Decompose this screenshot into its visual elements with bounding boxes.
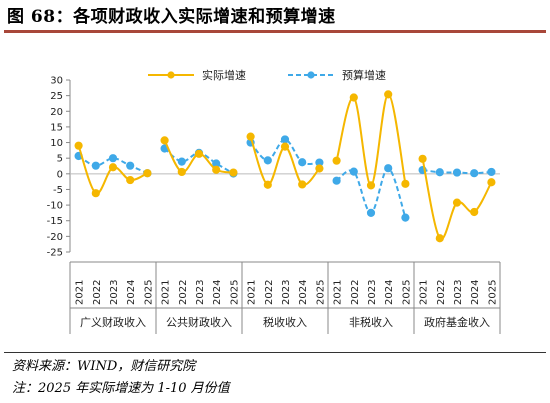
x-tick-label: 2025 — [315, 280, 326, 305]
y-tick-label: -25 — [47, 248, 63, 259]
data-point-actual — [212, 165, 221, 174]
y-tick-label: 15 — [50, 122, 63, 133]
data-point-budget — [384, 164, 393, 173]
data-point-actual — [91, 189, 100, 198]
data-point-actual — [401, 179, 410, 188]
x-tick-label: 2022 — [264, 280, 275, 305]
data-point-budget — [470, 169, 479, 178]
data-point-actual — [435, 234, 444, 243]
data-point-budget — [126, 161, 135, 170]
x-tick-label: 2023 — [109, 280, 120, 305]
data-point-budget — [91, 161, 100, 170]
data-point-budget — [108, 154, 118, 163]
x-tick-label: 2024 — [384, 280, 395, 305]
data-point-actual — [108, 163, 118, 172]
x-tick-label: 2025 — [487, 280, 498, 305]
data-point-actual — [280, 142, 290, 151]
y-tick-label: 25 — [50, 91, 63, 102]
series-layer — [74, 90, 496, 243]
y-tick-label: -15 — [47, 216, 63, 227]
data-point-actual — [332, 156, 341, 165]
legend-marker — [307, 71, 315, 79]
y-tick-label: 0 — [57, 169, 63, 180]
data-point-budget — [298, 158, 307, 167]
data-point-actual — [160, 136, 169, 145]
data-point-budget — [332, 176, 341, 185]
x-tick-label: 2025 — [401, 280, 412, 305]
data-point-actual — [452, 198, 462, 207]
data-point-budget — [435, 168, 444, 177]
group-label: 公共财政收入 — [166, 315, 232, 329]
group-label: 政府基金收入 — [424, 315, 490, 329]
axes-layer: 30 25 20 15 10 5 0 -5 -10 -15 -20 -25 2021 2022 2023 20… — [47, 76, 501, 334]
data-point-actual — [418, 154, 427, 163]
data-point-budget — [177, 157, 186, 166]
data-point-actual — [229, 168, 238, 177]
data-point-actual — [74, 141, 83, 150]
x-tick-label: 2021 — [247, 280, 258, 305]
x-tick-label: 2024 — [470, 280, 481, 305]
x-tick-label: 2023 — [453, 280, 464, 305]
legend: 实际增速 预算增速 — [148, 68, 386, 82]
data-point-budget — [452, 168, 462, 177]
data-point-actual — [263, 180, 272, 189]
x-tick-label: 2021 — [75, 280, 86, 305]
chart-area: 30 25 20 15 10 5 0 -5 -10 -15 -20 -25 2021 2022 2023 20… — [47, 68, 501, 334]
data-point-actual — [246, 132, 255, 141]
footer-rule — [4, 352, 546, 353]
data-point-budget — [401, 213, 410, 222]
x-tick-label: 2024 — [298, 280, 309, 305]
x-tick-label: 2022 — [436, 280, 447, 305]
legend-label: 实际增速 — [202, 68, 246, 82]
y-tick-label: 10 — [50, 138, 63, 149]
group-label: 广义财政收入 — [80, 315, 146, 329]
y-tick-label: 5 — [57, 154, 63, 165]
data-point-budget — [487, 167, 496, 177]
data-point-budget — [263, 156, 272, 165]
x-tick-label: 2023 — [367, 280, 378, 305]
data-point-actual — [194, 149, 204, 158]
data-point-actual — [143, 169, 152, 178]
data-point-budget — [349, 167, 358, 176]
data-point-budget — [280, 135, 290, 144]
source-note: 资料来源：WIND，财信研究院 — [12, 359, 196, 374]
data-point-actual — [315, 164, 324, 173]
x-tick-label: 2021 — [333, 280, 344, 305]
series-line-actual — [335, 93, 407, 187]
data-point-actual — [298, 180, 307, 189]
x-tick-label: 2023 — [281, 280, 292, 305]
data-point-actual — [126, 175, 135, 185]
data-point-actual — [384, 90, 393, 99]
data-point-actual — [470, 207, 479, 217]
remark-note: 注：2025 年实际增速为 1-10 月份值 — [12, 381, 230, 396]
data-point-actual — [177, 167, 186, 177]
x-tick-label: 2024 — [212, 280, 223, 305]
x-tick-label: 2021 — [419, 280, 430, 305]
x-tick-label: 2025 — [143, 280, 154, 305]
y-tick-label: 30 — [50, 76, 63, 87]
x-tick-label: 2025 — [229, 280, 240, 305]
x-tick-label: 2022 — [350, 280, 361, 305]
group-label: 税收收入 — [263, 315, 307, 329]
x-tick-label: 2021 — [161, 280, 172, 305]
series-line-budget — [249, 138, 320, 166]
data-point-actual — [349, 93, 358, 102]
x-tick-label: 2022 — [92, 280, 103, 305]
y-tick-label: -10 — [47, 201, 63, 212]
x-tick-label: 2024 — [126, 280, 137, 305]
title-rule — [4, 30, 546, 33]
legend-marker — [167, 71, 175, 79]
data-point-budget — [366, 208, 376, 218]
legend-label: 预算增速 — [342, 68, 386, 82]
group-label: 非税收入 — [349, 315, 393, 329]
data-point-actual — [487, 178, 496, 187]
y-tick-label: -5 — [53, 185, 63, 196]
x-tick-label: 2023 — [195, 280, 206, 305]
figure-title: 图 68：各项财政收入实际增速和预算增速 — [7, 7, 336, 27]
y-tick-label: -20 — [47, 232, 63, 243]
y-tick-label: 20 — [50, 107, 63, 118]
data-point-actual — [366, 181, 376, 190]
x-tick-label: 2022 — [178, 280, 189, 305]
